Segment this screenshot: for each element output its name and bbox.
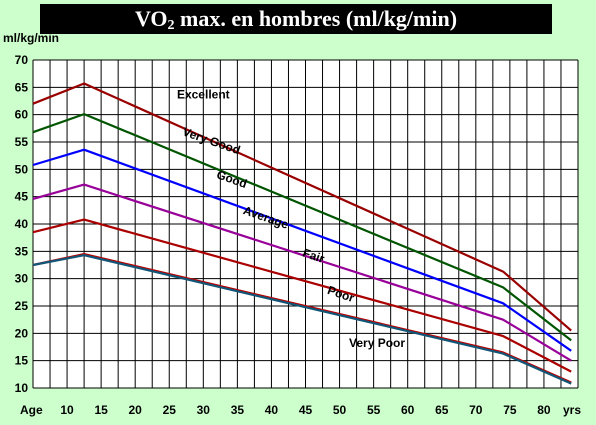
x-tick-label: 50 [333, 403, 347, 417]
y-tick-label: 70 [15, 53, 29, 67]
series-line-excellent [32, 82, 572, 332]
y-axis-label: ml/kg/min [3, 31, 59, 45]
y-tick-label: 15 [15, 354, 29, 368]
y-tick-label: 10 [15, 381, 29, 395]
x-tick-label: 60 [401, 403, 415, 417]
y-tick-label: 65 [15, 80, 29, 94]
series-line-good [32, 148, 572, 352]
x-axis-label: Age [20, 403, 43, 417]
title-bar: VO2 max. en hombres (ml/kg/min) [40, 4, 552, 34]
y-tick-label: 25 [15, 299, 29, 313]
x-tick-label: 20 [129, 403, 143, 417]
y-tick-label: 55 [15, 135, 29, 149]
x-tick-label: 35 [231, 403, 245, 417]
x-tick-label: 70 [469, 403, 483, 417]
series-label-fair: Fair [301, 246, 327, 267]
series-line-very-good [32, 112, 572, 342]
series-label-very-poor: Very Poor [349, 336, 405, 350]
chart-title: VO2 max. en hombres (ml/kg/min) [134, 6, 458, 33]
series-line-very-poor [32, 254, 572, 385]
x-tick-label: 15 [94, 403, 108, 417]
y-tick-label: 20 [15, 326, 29, 340]
y-tick-label: 35 [15, 244, 29, 258]
x-tick-label: 40 [265, 403, 279, 417]
y-tick-label: 45 [15, 190, 29, 204]
series-label-excellent: Excellent [177, 87, 230, 101]
x-tick-label: 25 [163, 403, 177, 417]
x-tick-label: 10 [60, 403, 74, 417]
x-tick-label: 80 [537, 403, 551, 417]
x-tick-label: 30 [197, 403, 211, 417]
x-tick-label: 45 [299, 403, 313, 417]
y-tick-label: 30 [15, 272, 29, 286]
x-tick-label: 55 [367, 403, 381, 417]
y-tick-label: 50 [15, 162, 29, 176]
x-axis-unit-label: yrs [563, 403, 581, 417]
x-tick-label: 75 [503, 403, 517, 417]
y-tick-label: 40 [15, 217, 29, 231]
series-line-fair [32, 218, 572, 373]
y-tick-label: 60 [15, 108, 29, 122]
x-tick-label: 65 [435, 403, 449, 417]
series-line-average [32, 183, 572, 362]
